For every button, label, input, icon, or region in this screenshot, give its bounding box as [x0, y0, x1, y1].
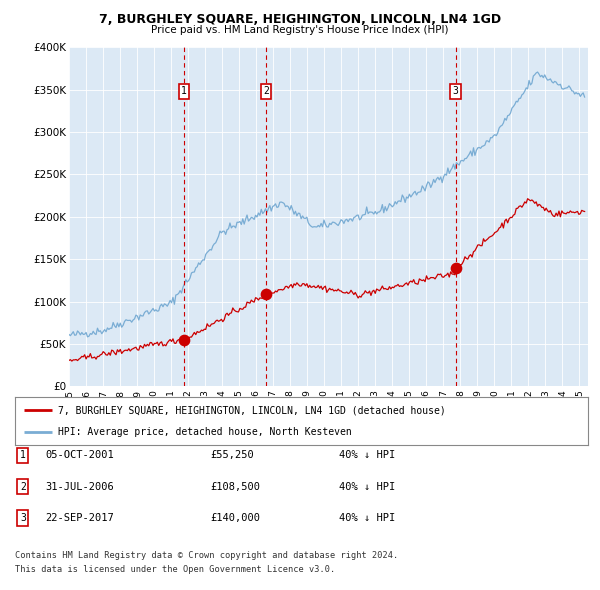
Text: This data is licensed under the Open Government Licence v3.0.: This data is licensed under the Open Gov…: [15, 565, 335, 574]
Text: 3: 3: [20, 513, 26, 523]
Text: 31-JUL-2006: 31-JUL-2006: [45, 482, 114, 491]
Text: 1: 1: [181, 86, 187, 96]
Text: 7, BURGHLEY SQUARE, HEIGHINGTON, LINCOLN, LN4 1GD: 7, BURGHLEY SQUARE, HEIGHINGTON, LINCOLN…: [99, 13, 501, 26]
Point: [261, 290, 271, 299]
Text: 7, BURGHLEY SQUARE, HEIGHINGTON, LINCOLN, LN4 1GD (detached house): 7, BURGHLEY SQUARE, HEIGHINGTON, LINCOLN…: [58, 405, 446, 415]
Bar: [266, 47, 269, 386]
Text: £140,000: £140,000: [210, 513, 260, 523]
Text: 05-OCT-2001: 05-OCT-2001: [45, 451, 114, 460]
Text: 1: 1: [20, 451, 26, 460]
Text: 40% ↓ HPI: 40% ↓ HPI: [339, 482, 395, 491]
Point: [451, 263, 460, 273]
Text: £108,500: £108,500: [210, 482, 260, 491]
Text: 2: 2: [263, 86, 269, 96]
Text: Price paid vs. HM Land Registry's House Price Index (HPI): Price paid vs. HM Land Registry's House …: [151, 25, 449, 35]
Text: 40% ↓ HPI: 40% ↓ HPI: [339, 513, 395, 523]
Text: £55,250: £55,250: [210, 451, 254, 460]
Text: HPI: Average price, detached house, North Kesteven: HPI: Average price, detached house, Nort…: [58, 427, 352, 437]
Point: [179, 335, 189, 345]
Text: Contains HM Land Registry data © Crown copyright and database right 2024.: Contains HM Land Registry data © Crown c…: [15, 551, 398, 560]
Bar: [455, 47, 458, 386]
Text: 22-SEP-2017: 22-SEP-2017: [45, 513, 114, 523]
Text: 2: 2: [20, 482, 26, 491]
Text: 40% ↓ HPI: 40% ↓ HPI: [339, 451, 395, 460]
Text: 3: 3: [452, 86, 458, 96]
Bar: [184, 47, 187, 386]
